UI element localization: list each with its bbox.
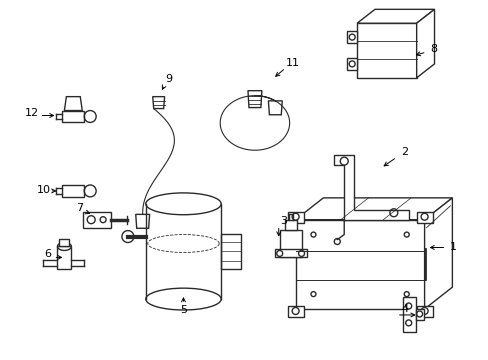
Polygon shape [62, 185, 84, 197]
Polygon shape [416, 9, 434, 78]
Text: 11: 11 [285, 58, 299, 68]
Polygon shape [416, 212, 432, 223]
Polygon shape [152, 96, 164, 109]
Polygon shape [402, 297, 415, 332]
Polygon shape [64, 96, 82, 111]
Polygon shape [356, 23, 416, 78]
Polygon shape [346, 58, 356, 70]
Polygon shape [83, 212, 111, 228]
Polygon shape [295, 220, 424, 309]
Text: 1: 1 [449, 243, 456, 252]
Polygon shape [334, 155, 408, 220]
Polygon shape [62, 111, 84, 122]
Text: 10: 10 [37, 185, 50, 195]
Polygon shape [136, 214, 149, 228]
Text: 6: 6 [44, 249, 51, 260]
Text: 5: 5 [180, 305, 186, 315]
Polygon shape [60, 239, 69, 247]
Polygon shape [287, 212, 303, 223]
Polygon shape [274, 249, 306, 257]
Text: 2: 2 [400, 147, 407, 157]
Polygon shape [346, 31, 356, 43]
Text: 3: 3 [280, 216, 286, 226]
Polygon shape [356, 9, 434, 23]
Polygon shape [415, 309, 423, 320]
Polygon shape [268, 101, 282, 115]
Polygon shape [247, 91, 262, 108]
Polygon shape [424, 198, 451, 309]
Polygon shape [295, 198, 451, 220]
Text: 9: 9 [164, 74, 172, 84]
Polygon shape [416, 306, 432, 317]
Polygon shape [284, 220, 296, 230]
Text: 7: 7 [76, 203, 82, 213]
Text: 4: 4 [400, 304, 407, 314]
Polygon shape [279, 230, 301, 257]
Text: 12: 12 [24, 108, 39, 117]
Text: 8: 8 [429, 44, 436, 54]
Polygon shape [57, 247, 71, 269]
Polygon shape [287, 306, 303, 317]
